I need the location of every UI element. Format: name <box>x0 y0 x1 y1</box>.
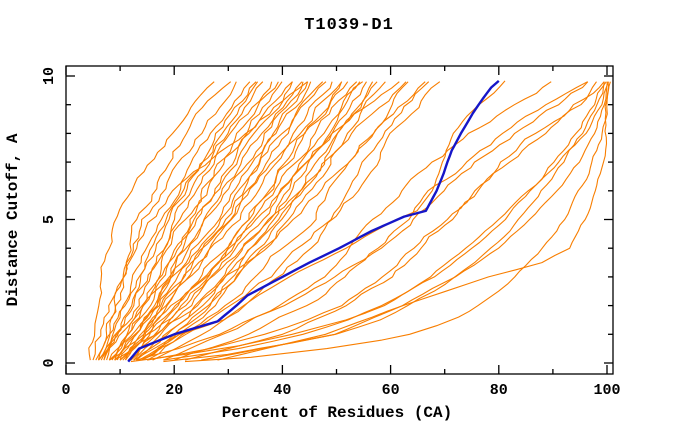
model-curve <box>98 81 308 361</box>
model-curve <box>100 81 259 361</box>
model-curve <box>119 81 312 361</box>
chart-title: T1039-D1 <box>304 16 394 35</box>
model-curve <box>92 81 232 361</box>
y-axis-label: Distance Cutoff, A <box>4 133 22 306</box>
x-tick-label: 20 <box>165 382 183 399</box>
model-curve <box>135 81 364 361</box>
y-tick-label: 0 <box>41 358 58 367</box>
model-curve <box>130 81 358 361</box>
model-curve <box>141 81 409 361</box>
model-curve <box>88 81 215 361</box>
model-curve <box>130 81 349 361</box>
x-tick-label: 0 <box>61 382 70 399</box>
model-curve <box>103 81 273 361</box>
model-curve <box>103 81 264 361</box>
model-curve <box>98 81 251 361</box>
model-curve <box>152 81 441 361</box>
model-curve <box>111 81 293 361</box>
model-curve <box>141 81 378 361</box>
model-curve <box>163 81 610 361</box>
model-curve <box>130 81 607 363</box>
model-curves-group <box>88 79 611 363</box>
model-curve <box>217 81 610 361</box>
y-tick-label: 5 <box>41 215 58 224</box>
model-curve <box>141 81 386 361</box>
x-tick-label: 100 <box>593 382 620 399</box>
model-curve <box>135 81 367 361</box>
model-curve <box>97 81 257 361</box>
model-curve <box>201 81 608 361</box>
x-tick-label: 40 <box>273 382 291 399</box>
model-curve <box>184 81 605 361</box>
model-curve <box>116 81 309 361</box>
model-curve <box>114 81 304 361</box>
axes-group: 0 20 40 60 80 100 0 5 10 <box>41 65 621 399</box>
x-tick-label: 60 <box>382 382 400 399</box>
model-curve <box>124 81 333 361</box>
model-curve <box>146 81 430 361</box>
model-curve <box>184 81 611 363</box>
y-tick-label: 10 <box>41 67 58 85</box>
model-curve <box>114 81 303 361</box>
model-curve <box>114 81 407 361</box>
model-curve <box>147 81 597 361</box>
x-axis-label: Percent of Residues (CA) <box>222 404 452 422</box>
model-curve <box>136 81 589 361</box>
model-curve <box>106 81 279 361</box>
model-curve <box>133 81 361 361</box>
model-curve <box>109 81 400 361</box>
model-curve <box>108 81 283 361</box>
model-curve <box>108 81 293 361</box>
model-curve <box>122 81 327 361</box>
highlight-curve <box>127 79 500 363</box>
model-curve <box>163 81 605 363</box>
x-tick-label: 80 <box>490 382 508 399</box>
model-curve <box>174 81 588 361</box>
